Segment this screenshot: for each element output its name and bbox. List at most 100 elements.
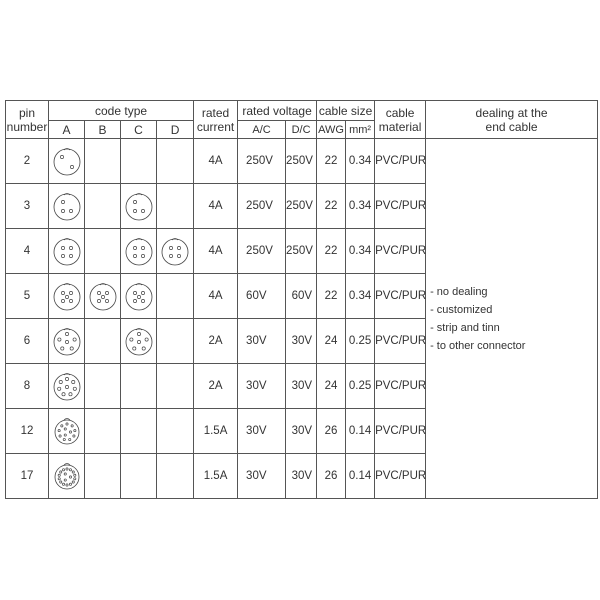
code-b-cell	[84, 408, 121, 454]
table-row: 5 4A 60V 60V 22 0.34 PVC/PUR	[5, 273, 598, 319]
header-code-d: D	[155, 120, 195, 139]
header-rated-voltage: rated voltage	[237, 100, 318, 121]
table-row: 2 4A 250V 250V 22 0.34 PVC/PUR - no dealing - cu…	[5, 138, 599, 499]
code-a-cell	[48, 408, 85, 454]
code-d-cell	[155, 273, 195, 319]
code-b-cell	[84, 138, 121, 184]
dealing-option: - no dealing	[430, 285, 488, 298]
header-rated-current: rated current	[193, 100, 239, 139]
dealing-options-cell: - no dealing - customized - strip and tinn…	[425, 138, 599, 499]
code-d-cell	[155, 228, 195, 274]
code-a-cell	[48, 183, 85, 229]
connector-c-coded-5-pin-icon	[125, 283, 152, 311]
header-dealing: dealing at the end cable	[425, 100, 599, 139]
header-ac: A/C	[237, 120, 287, 139]
voltage-dc-cell: 30V	[285, 318, 318, 364]
code-a-cell	[48, 138, 85, 184]
pin-count-cell: 17	[5, 453, 49, 499]
voltage-dc-cell: 60V	[285, 273, 318, 319]
pin-count-cell: 3	[5, 183, 49, 229]
connector-a-coded-3-pin-icon	[53, 193, 80, 221]
code-c-cell	[120, 453, 157, 499]
code-d-cell	[155, 318, 195, 364]
code-c-cell	[120, 273, 157, 319]
voltage-dc-cell: 30V	[285, 408, 318, 454]
cable-material-cell: PVC/PUR	[374, 453, 426, 499]
voltage-dc-cell: 250V	[285, 183, 318, 229]
connector-c-coded-4-pin-icon	[125, 238, 152, 266]
code-a-cell	[48, 453, 85, 499]
header-awg: AWG	[316, 120, 347, 139]
connector-a-coded-6-pin-icon	[53, 328, 80, 356]
code-b-cell	[84, 228, 121, 274]
code-b-cell	[84, 183, 121, 229]
rated-current-cell: 1.5A	[193, 453, 239, 499]
connector-spec-table: pin number code type rated current rated v…	[5, 100, 599, 499]
rated-current-cell: 4A	[193, 273, 239, 319]
header-dc: D/C	[285, 120, 318, 139]
cable-material-cell: PVC/PUR	[374, 363, 426, 409]
awg-cell: 22	[316, 228, 347, 274]
code-a-cell	[48, 363, 85, 409]
mm2-cell: 0.34	[345, 183, 376, 229]
voltage-dc-cell: 250V	[285, 138, 318, 184]
table-row: 8 2A 30V 30V 24 0.25 PVC/PUR	[5, 363, 598, 409]
code-c-cell	[120, 138, 157, 184]
cable-material-cell: PVC/PUR	[374, 183, 426, 229]
voltage-ac-cell: 30V	[237, 408, 287, 454]
code-c-cell	[120, 183, 157, 229]
table-row: 17 1.5A 30V 30V 26 0.14 PVC/PUR	[5, 453, 598, 499]
connector-a-coded-4-pin-icon	[53, 238, 80, 266]
rated-current-cell: 2A	[193, 363, 239, 409]
header-code-a: A	[48, 120, 85, 139]
connector-a-coded-17-pin-icon	[54, 463, 79, 490]
code-c-cell	[120, 363, 157, 409]
connector-d-coded-4-pin-icon	[161, 238, 189, 266]
mm2-cell: 0.14	[345, 408, 376, 454]
dealing-option: - strip and tinn	[430, 321, 500, 334]
mm2-cell: 0.34	[345, 273, 376, 319]
connector-c-coded-6-pin-icon	[125, 328, 152, 356]
voltage-dc-cell: 250V	[285, 228, 318, 274]
pin-count-cell: 4	[5, 228, 49, 274]
code-c-cell	[120, 318, 157, 364]
code-a-cell	[48, 273, 85, 319]
dealing-option: - to other connector	[430, 339, 526, 352]
voltage-ac-cell: 30V	[237, 453, 287, 499]
mm2-cell: 0.34	[345, 228, 376, 274]
header-cable-material: cable material	[374, 100, 427, 139]
voltage-dc-cell: 30V	[285, 453, 318, 499]
table-row: 6 2A 30V 30V 24 0.25 PVC/PUR	[5, 318, 598, 364]
code-a-cell	[48, 228, 85, 274]
cable-material-cell: PVC/PUR	[374, 318, 426, 364]
awg-cell: 26	[316, 408, 347, 454]
awg-cell: 22	[316, 273, 347, 319]
rated-current-cell: 4A	[193, 183, 239, 229]
code-d-cell	[155, 408, 195, 454]
awg-cell: 24	[316, 318, 347, 364]
code-d-cell	[155, 138, 195, 184]
code-b-cell	[84, 273, 121, 319]
table-row: 12 1.5A 30V 30V 26 0.14 PVC/PUR	[5, 408, 598, 454]
table-row: 3 4A 250V 250V 22 0.34 PVC/PUR	[5, 183, 598, 229]
code-b-cell	[84, 318, 121, 364]
mm2-cell: 0.25	[345, 318, 376, 364]
code-b-cell	[84, 363, 121, 409]
voltage-ac-cell: 250V	[237, 138, 287, 184]
pin-count-cell: 6	[5, 318, 49, 364]
header-cable-size: cable size	[316, 100, 376, 121]
cable-material-cell: PVC/PUR	[374, 138, 426, 184]
voltage-ac-cell: 250V	[237, 183, 287, 229]
header-code-b: B	[84, 120, 121, 139]
mm2-cell: 0.25	[345, 363, 376, 409]
header-code-type: code type	[47, 100, 195, 121]
connector-a-coded-5-pin-icon	[53, 283, 80, 311]
awg-cell: 26	[316, 453, 347, 499]
voltage-ac-cell: 250V	[237, 228, 287, 274]
cable-material-cell: PVC/PUR	[374, 228, 426, 274]
connector-b-coded-5-pin-icon	[89, 283, 116, 311]
connector-a-coded-12-pin-icon	[54, 418, 79, 445]
awg-cell: 24	[316, 363, 347, 409]
connector-a-coded-8-pin-icon	[53, 373, 80, 401]
code-c-cell	[120, 228, 157, 274]
